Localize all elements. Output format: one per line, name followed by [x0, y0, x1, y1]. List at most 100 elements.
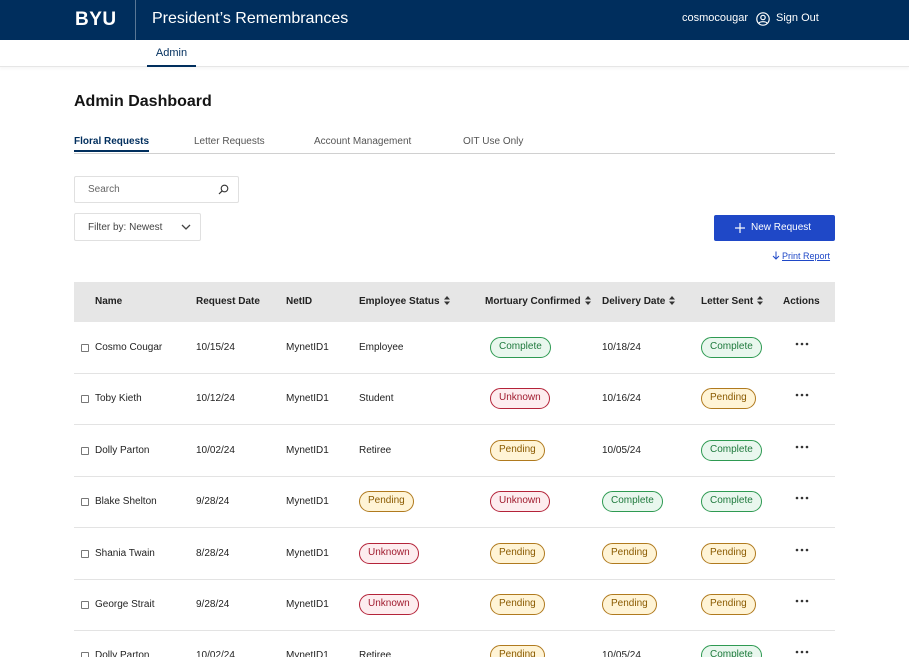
cell-letter-sent-status-badge: Complete — [701, 439, 762, 461]
cell-request-date: 9/28/24 — [196, 496, 230, 508]
tab-account-management[interactable]: Account Management — [314, 136, 412, 147]
cell-letter-sent-status-badge: Pending — [701, 594, 756, 615]
col-header-delivery-date[interactable]: Delivery Date — [602, 296, 676, 307]
more-actions-icon[interactable] — [795, 392, 809, 400]
cell-mortuary-confirmed-status-badge: Unknown — [490, 388, 550, 410]
dot — [805, 548, 809, 551]
more-actions-icon[interactable] — [795, 341, 809, 349]
user-circle-icon — [756, 12, 770, 26]
byu-logo[interactable]: BYU — [75, 9, 117, 30]
row-checkbox[interactable] — [81, 601, 89, 609]
more-actions-icon[interactable] — [795, 649, 809, 657]
sub-nav: Admin — [0, 40, 909, 67]
table-row[interactable]: Blake Shelton 9/28/24 MynetID1 Pending Unkno… — [74, 476, 835, 529]
cell-letter-sent-status-badge: Pending — [701, 542, 756, 564]
dot — [800, 394, 804, 397]
dot — [805, 496, 809, 500]
header-divider — [135, 0, 136, 40]
row-checkbox[interactable] — [81, 498, 89, 507]
table-row[interactable]: Dolly Parton 10/02/24 MynetID1 Retiree Pendi… — [74, 425, 835, 477]
cell-request-date: 8/28/24 — [196, 547, 230, 559]
new-request-button[interactable]: New Request — [714, 215, 835, 241]
cell-delivery-date: 10/16/24 — [602, 393, 641, 405]
filter-dropdown[interactable]: Filter by: Newest — [74, 213, 201, 241]
dot — [795, 599, 799, 603]
cell-mortuary-confirmed-status-badge: Complete — [490, 337, 551, 358]
more-actions-icon[interactable] — [795, 547, 809, 555]
col-header-name: Name — [95, 296, 123, 307]
cell-netid: MynetID1 — [286, 650, 329, 657]
cell-request-date: 10/12/24 — [196, 393, 235, 405]
cell-name: Dolly Parton — [95, 444, 150, 456]
cell-employee-status-status-badge: Unknown — [359, 542, 419, 564]
table-row[interactable]: Shania Twain 8/28/24 MynetID1 Unknown Pendin… — [74, 528, 835, 580]
username: cosmocougar — [682, 12, 749, 24]
cell-delivery-date-status-badge: Complete — [602, 491, 663, 513]
dot — [800, 496, 804, 500]
search-icon[interactable] — [218, 184, 229, 195]
sort-icon[interactable] — [757, 296, 764, 305]
dot — [800, 548, 804, 551]
dot — [795, 496, 799, 500]
dot — [795, 342, 799, 346]
col-header-letter-sent[interactable]: Letter Sent — [701, 296, 764, 307]
cell-request-date: 10/15/24 — [196, 342, 235, 353]
table-row[interactable]: Toby Kieth 10/12/24 MynetID1 Student Unknown… — [74, 373, 835, 426]
cell-mortuary-confirmed-status-badge: Pending — [490, 645, 545, 657]
new-request-label: New Request — [751, 222, 812, 233]
cell-mortuary-confirmed-status-badge: Pending — [490, 542, 545, 564]
app-title: President’s Remembrances — [152, 10, 349, 27]
more-actions-icon[interactable] — [795, 495, 809, 503]
cell-letter-sent-status-badge: Complete — [701, 337, 762, 358]
table-row[interactable]: George Strait 9/28/24 MynetID1 Unknown Pendi… — [74, 579, 835, 631]
cell-netid: MynetID1 — [286, 393, 329, 405]
print-report-link[interactable]: Print Report — [772, 251, 830, 261]
dot — [795, 651, 799, 654]
dot — [800, 445, 804, 449]
subnav-item-admin[interactable]: Admin — [147, 47, 196, 67]
row-checkbox[interactable] — [81, 395, 89, 404]
row-checkbox[interactable] — [81, 549, 89, 558]
dot — [805, 599, 809, 603]
sort-icon[interactable] — [443, 296, 450, 305]
row-checkbox[interactable] — [81, 446, 89, 455]
plus-icon — [735, 223, 745, 233]
table-row[interactable]: Cosmo Cougar 10/15/24 MynetID1 Employee Comp… — [74, 322, 835, 374]
cell-request-date: 10/02/24 — [196, 444, 235, 456]
cell-name: Shania Twain — [95, 547, 155, 559]
cell-name: Blake Shelton — [95, 496, 157, 508]
dot — [805, 342, 809, 346]
cell-employee-status-status-badge: Pending — [359, 491, 414, 513]
sort-icon[interactable] — [584, 296, 591, 305]
col-header-employee-status[interactable]: Employee Status — [359, 296, 450, 307]
cell-netid: MynetID1 — [286, 599, 329, 610]
col-header-request-date: Request Date — [196, 296, 260, 307]
table-row[interactable]: Dolly Parton 10/02/24 MynetID1 Retiree Pendi… — [74, 630, 835, 657]
cell-delivery-date: 10/18/24 — [602, 342, 641, 353]
more-actions-icon[interactable] — [795, 444, 809, 452]
search-input[interactable] — [75, 177, 210, 202]
more-actions-icon[interactable] — [795, 598, 809, 606]
cell-employee-status: Retiree — [359, 444, 392, 456]
col-header-mortuary-confirmed[interactable]: Mortuary Confirmed — [485, 296, 591, 307]
row-checkbox[interactable] — [81, 652, 89, 657]
cell-name: George Strait — [95, 599, 155, 610]
dot — [805, 651, 809, 654]
sort-icon[interactable] — [669, 296, 676, 305]
sign-out-button[interactable]: Sign Out — [776, 12, 819, 24]
tab-oit-use-only[interactable]: OIT Use Only — [463, 136, 524, 147]
cell-netid: MynetID1 — [286, 444, 329, 456]
dot — [795, 394, 799, 397]
cell-name: Toby Kieth — [95, 393, 142, 405]
chevron-down-icon — [181, 224, 191, 230]
cell-mortuary-confirmed-status-badge: Unknown — [490, 491, 550, 513]
cell-letter-sent-status-badge: Pending — [701, 388, 756, 410]
cell-netid: MynetID1 — [286, 342, 329, 353]
cell-employee-status: Employee — [359, 342, 404, 353]
tab-floral-requests[interactable]: Floral Requests — [74, 136, 150, 152]
tab-letter-requests[interactable]: Letter Requests — [194, 136, 265, 147]
cell-delivery-date-status-badge: Pending — [602, 542, 657, 564]
row-checkbox[interactable] — [81, 344, 89, 352]
cell-delivery-date: 10/05/24 — [602, 444, 641, 456]
cell-delivery-date: 10/05/24 — [602, 650, 641, 657]
